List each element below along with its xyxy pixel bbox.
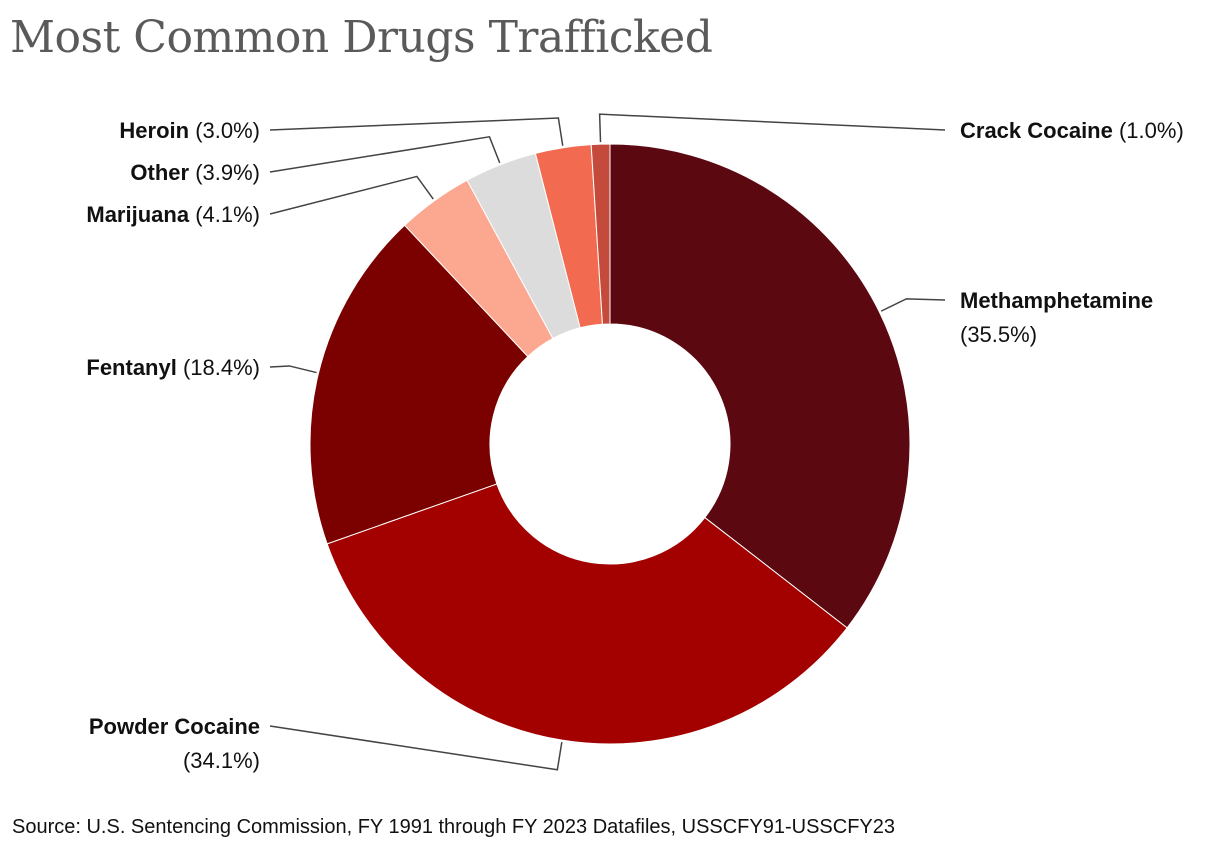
slice-powder-cocaine — [326, 483, 848, 745]
slice-fentanyl — [309, 224, 529, 545]
leader-line-other — [269, 135, 501, 173]
label-value-crack-cocaine: (1.0%) — [1113, 118, 1184, 143]
label-name-fentanyl: Fentanyl — [86, 355, 176, 380]
source-note: Source: U.S. Sentencing Commission, FY 1… — [12, 816, 896, 838]
slice-methamphetamine — [609, 143, 911, 629]
label-value-heroin: (3.0%) — [189, 118, 260, 143]
labels-layer: Methamphetamine (35.5%) Powder Cocaine (34.… — [86, 118, 1183, 773]
leader-lines-layer — [269, 113, 946, 771]
label-value-marijuana: (4.1%) — [189, 202, 260, 227]
leader-line-powder-cocaine — [269, 725, 563, 771]
leader-line-fentanyl — [269, 365, 317, 374]
slice-crack-cocaine — [590, 143, 611, 325]
label-name-other: Other — [130, 160, 189, 185]
label-other: Other (3.9%) — [130, 160, 260, 185]
label-name-methamphetamine: Methamphetamine — [960, 288, 1153, 313]
label-value-methamphetamine: (35.5%) — [960, 322, 1037, 347]
label-name-powder-cocaine: Powder Cocaine — [89, 714, 260, 739]
leader-line-heroin — [269, 117, 564, 146]
leader-line-crack-cocaine — [598, 113, 946, 143]
slices-layer — [309, 143, 911, 745]
leader-line-marijuana — [269, 175, 434, 215]
label-value-powder-cocaine: (34.1%) — [183, 748, 260, 773]
chart-title: Most Common Drugs Trafficked — [10, 12, 713, 63]
label-name-heroin: Heroin — [119, 118, 189, 143]
label-marijuana: Marijuana (4.1%) — [86, 202, 260, 227]
label-value-fentanyl: (18.4%) — [177, 355, 260, 380]
label-powder-cocaine: Powder Cocaine (34.1%) — [89, 714, 260, 773]
label-heroin: Heroin (3.0%) — [119, 118, 260, 143]
label-name-marijuana: Marijuana — [86, 202, 189, 227]
label-name-crack-cocaine: Crack Cocaine — [960, 118, 1113, 143]
label-value-other: (3.9%) — [189, 160, 260, 185]
label-crack-cocaine: Crack Cocaine (1.0%) — [960, 118, 1184, 143]
label-fentanyl: Fentanyl (18.4%) — [86, 355, 260, 380]
label-methamphetamine: Methamphetamine (35.5%) — [960, 288, 1153, 347]
leader-line-methamphetamine — [880, 298, 946, 312]
